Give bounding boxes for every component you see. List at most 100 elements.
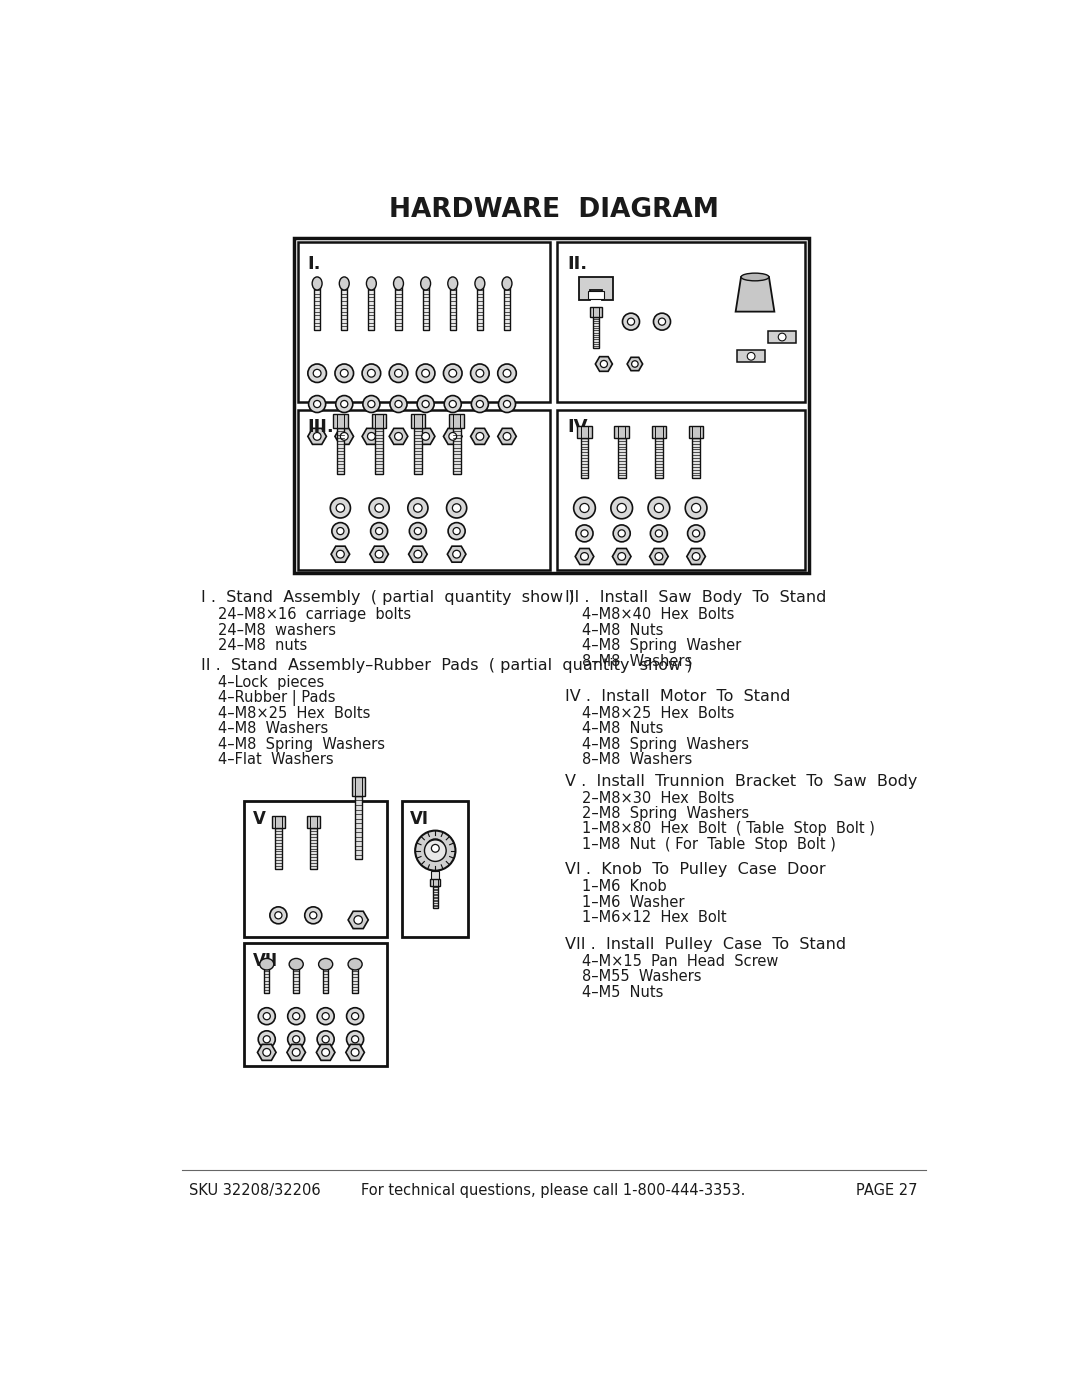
- Bar: [298, 411, 550, 570]
- Circle shape: [656, 529, 662, 536]
- Circle shape: [581, 529, 589, 536]
- Text: 8–M8  Washers: 8–M8 Washers: [582, 654, 692, 669]
- Text: 1–M6  Knob: 1–M6 Knob: [582, 879, 666, 894]
- Ellipse shape: [348, 958, 362, 970]
- Circle shape: [395, 401, 402, 408]
- Text: SKU 32208/32206: SKU 32208/32206: [189, 1183, 321, 1199]
- Bar: [422, 286, 429, 330]
- Polygon shape: [257, 1045, 276, 1060]
- Bar: [692, 437, 700, 478]
- Circle shape: [340, 369, 348, 377]
- Polygon shape: [649, 549, 669, 564]
- Ellipse shape: [319, 958, 333, 970]
- Circle shape: [692, 553, 700, 560]
- Ellipse shape: [421, 277, 431, 291]
- Circle shape: [322, 1013, 329, 1020]
- Bar: [476, 286, 483, 330]
- Bar: [403, 800, 469, 937]
- Bar: [768, 331, 796, 344]
- Circle shape: [264, 1035, 270, 1042]
- Bar: [591, 307, 602, 317]
- Bar: [395, 286, 402, 330]
- Circle shape: [650, 525, 667, 542]
- Bar: [372, 415, 387, 427]
- Circle shape: [309, 395, 326, 412]
- Text: 4–M8×25  Hex  Bolts: 4–M8×25 Hex Bolts: [582, 705, 734, 721]
- Bar: [618, 437, 625, 478]
- Circle shape: [389, 365, 408, 383]
- Bar: [430, 879, 441, 886]
- Bar: [307, 816, 320, 828]
- Bar: [294, 239, 809, 573]
- Circle shape: [337, 528, 343, 535]
- Text: PAGE 27: PAGE 27: [856, 1183, 918, 1199]
- Polygon shape: [471, 429, 489, 444]
- Circle shape: [422, 401, 429, 408]
- Circle shape: [340, 401, 348, 408]
- Text: I.: I.: [308, 256, 322, 274]
- Circle shape: [503, 369, 511, 377]
- Circle shape: [375, 550, 383, 557]
- Circle shape: [310, 912, 316, 919]
- Polygon shape: [346, 1045, 364, 1060]
- Circle shape: [618, 553, 625, 560]
- Circle shape: [654, 553, 663, 560]
- Circle shape: [632, 360, 638, 367]
- Circle shape: [293, 1013, 300, 1020]
- Circle shape: [347, 1007, 364, 1024]
- Text: V: V: [253, 810, 266, 828]
- Polygon shape: [287, 1045, 306, 1060]
- Polygon shape: [579, 277, 613, 300]
- Circle shape: [471, 365, 489, 383]
- Circle shape: [476, 369, 484, 377]
- Circle shape: [293, 1049, 300, 1056]
- Bar: [431, 870, 440, 886]
- Polygon shape: [335, 429, 353, 444]
- Text: VII: VII: [253, 953, 278, 971]
- Bar: [337, 427, 345, 474]
- Circle shape: [691, 503, 701, 513]
- Text: 1–M8×80  Hex  Bolt  ( Table  Stop  Bolt ): 1–M8×80 Hex Bolt ( Table Stop Bolt ): [582, 821, 875, 837]
- Bar: [314, 286, 321, 330]
- Circle shape: [362, 365, 380, 383]
- Ellipse shape: [741, 274, 769, 281]
- Polygon shape: [332, 546, 350, 562]
- Circle shape: [613, 525, 631, 542]
- Circle shape: [308, 365, 326, 383]
- Circle shape: [581, 553, 589, 560]
- Circle shape: [330, 497, 350, 518]
- Circle shape: [499, 395, 515, 412]
- Text: 4–M8×40  Hex  Bolts: 4–M8×40 Hex Bolts: [582, 608, 734, 622]
- Circle shape: [305, 907, 322, 923]
- Text: 8–M8  Washers: 8–M8 Washers: [582, 752, 692, 767]
- Circle shape: [444, 365, 462, 383]
- Bar: [352, 968, 357, 993]
- Text: 1–M8  Nut  ( For  Table  Stop  Bolt ): 1–M8 Nut ( For Table Stop Bolt ): [582, 837, 836, 852]
- Circle shape: [421, 433, 430, 440]
- Circle shape: [600, 360, 607, 367]
- Ellipse shape: [475, 277, 485, 291]
- Ellipse shape: [502, 277, 512, 291]
- Bar: [449, 415, 464, 427]
- Bar: [410, 415, 426, 427]
- Circle shape: [375, 504, 383, 513]
- Circle shape: [654, 503, 663, 513]
- Circle shape: [258, 1007, 275, 1024]
- Bar: [615, 426, 629, 437]
- Polygon shape: [308, 429, 326, 444]
- Circle shape: [287, 1031, 305, 1048]
- Ellipse shape: [312, 277, 322, 291]
- Text: 4–M8  Spring  Washers: 4–M8 Spring Washers: [218, 736, 384, 752]
- Circle shape: [448, 522, 465, 539]
- Text: VI: VI: [410, 810, 429, 828]
- Bar: [352, 777, 365, 796]
- Bar: [341, 286, 348, 330]
- Circle shape: [287, 1007, 305, 1024]
- Circle shape: [692, 529, 700, 536]
- Polygon shape: [389, 429, 408, 444]
- Circle shape: [415, 528, 421, 535]
- Circle shape: [351, 1013, 359, 1020]
- Text: IV .  Install  Motor  To  Stand: IV . Install Motor To Stand: [565, 689, 791, 704]
- Bar: [414, 427, 422, 474]
- Bar: [433, 886, 438, 908]
